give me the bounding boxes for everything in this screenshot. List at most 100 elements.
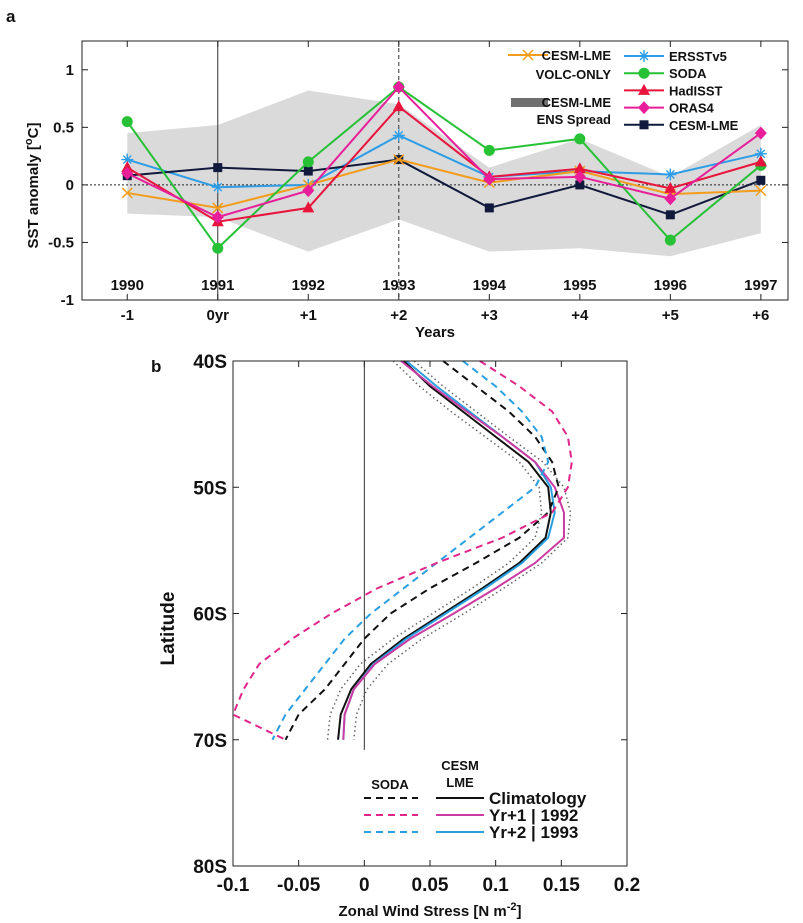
x-axis-label: Zonal Wind Stress [N m-2] [339, 901, 522, 920]
data-point [754, 155, 767, 167]
data-point [213, 163, 223, 173]
year-label: 1991 [201, 277, 234, 294]
panel-letter-b: b [151, 357, 161, 376]
y-tick-label: 1 [66, 62, 74, 79]
x-tick-label: -0.05 [277, 875, 321, 896]
data-point [392, 80, 405, 94]
panel-a-legend: CESM-LME VOLC-ONLY CESM-LME ENS Spread ERSST… [508, 48, 739, 133]
series-line-0 [127, 158, 761, 209]
y-axis-label-unit: C] [25, 123, 42, 139]
profile-line-3 [337, 360, 552, 740]
x-tick-label: -1 [121, 307, 134, 324]
x-tick-label: 0.05 [412, 875, 449, 896]
legend-marker [638, 50, 650, 62]
legend-label: ENS Spread [537, 112, 611, 127]
data-point [664, 192, 677, 206]
legend-header: CESM [441, 758, 479, 773]
data-point [302, 156, 314, 168]
x-tick-label: +4 [571, 307, 589, 324]
x-tick-label: 0.2 [614, 875, 640, 896]
data-point [212, 202, 224, 214]
legend-label: ERSSTv5 [669, 49, 727, 64]
data-point [392, 129, 405, 142]
y-axis-label-main: SST anomaly [ [25, 145, 42, 248]
x-axis-label-main: Zonal Wind Stress [N m [339, 903, 507, 920]
y-tick-label: 80S [193, 857, 227, 878]
x-tick-label: +6 [752, 307, 769, 324]
series-line-2 [126, 85, 762, 250]
y-tick-label: 0 [66, 177, 74, 194]
profile-line-7 [353, 360, 572, 740]
legend-label: CESM-LME [542, 48, 612, 63]
plot-frame-a [81, 40, 789, 301]
data-point [573, 162, 586, 174]
x-tick-label: +5 [662, 307, 679, 324]
year-label: 1997 [744, 277, 777, 294]
legend-header: SODA [371, 777, 409, 792]
data-point [574, 133, 586, 145]
y-tick-label: 40S [193, 352, 227, 373]
y-tick-label: -0.5 [48, 234, 74, 251]
legend-label: Yr+1 | 1992 [489, 806, 578, 825]
x-tick-label: -0.1 [217, 875, 250, 896]
year-label: 1996 [654, 277, 687, 294]
data-point [573, 170, 586, 184]
data-point [754, 147, 767, 160]
data-point [484, 203, 494, 213]
legend-marker [522, 49, 534, 61]
series-2 [121, 81, 767, 254]
data-point [121, 116, 133, 128]
data-point [393, 154, 405, 166]
x-tick-label: 0 [359, 875, 370, 896]
y-tick-label: 60S [193, 605, 227, 626]
data-point [121, 166, 134, 180]
series-line-5 [127, 158, 762, 216]
legend-label: CESM-LME [542, 95, 612, 110]
x-axis-label-sup: -2 [507, 901, 517, 913]
legend-label: HadISST [669, 83, 723, 98]
y-tick-label: -1 [61, 292, 74, 309]
y-axis-label: Latitude [158, 592, 179, 666]
x-tick-label: 0yr [207, 307, 230, 324]
data-point [664, 168, 677, 181]
data-point [303, 166, 313, 176]
year-label: 1990 [111, 277, 144, 294]
legend-label: CESM-LME [669, 118, 739, 133]
legend-label: SODA [669, 66, 707, 81]
x-tick-label: +3 [481, 307, 498, 324]
y-tick-label: 70S [193, 731, 227, 752]
profile-line-6 [326, 360, 543, 740]
year-label: 1995 [563, 277, 596, 294]
profile-line-1 [231, 360, 573, 741]
x-tick-label: +1 [300, 307, 317, 324]
data-point [392, 100, 405, 112]
data-point [121, 161, 134, 173]
series-4 [121, 80, 767, 224]
x-tick-label: +2 [390, 307, 407, 324]
data-point [211, 210, 224, 224]
panel-a: a -1 -0.5 0 0.5 1 -1 1990 0yr 1991 +1 1992 +2 1993 +3… [6, 7, 789, 341]
y-axis-label-sup: o [23, 138, 35, 145]
year-label: 1992 [292, 277, 325, 294]
data-point [121, 153, 134, 166]
data-point [483, 172, 496, 186]
x-axis-label: Years [415, 324, 455, 341]
x-tick-label: 0.15 [543, 875, 580, 896]
data-point [302, 201, 315, 213]
series-line-4 [126, 85, 762, 219]
y-axis-label: SST anomaly [oC] [23, 123, 42, 249]
y-tick-label: 0.5 [53, 119, 74, 136]
data-point [212, 242, 224, 254]
legend-label: ORAS4 [669, 101, 715, 116]
legend-marker [638, 83, 650, 95]
legend-label: Yr+2 | 1993 [489, 823, 578, 842]
data-point [483, 144, 495, 156]
profile-line-2 [271, 360, 550, 741]
legend-header: LME [446, 775, 474, 790]
data-point [664, 181, 677, 193]
data-point [755, 185, 767, 197]
data-point [754, 126, 767, 140]
data-point [211, 181, 224, 194]
